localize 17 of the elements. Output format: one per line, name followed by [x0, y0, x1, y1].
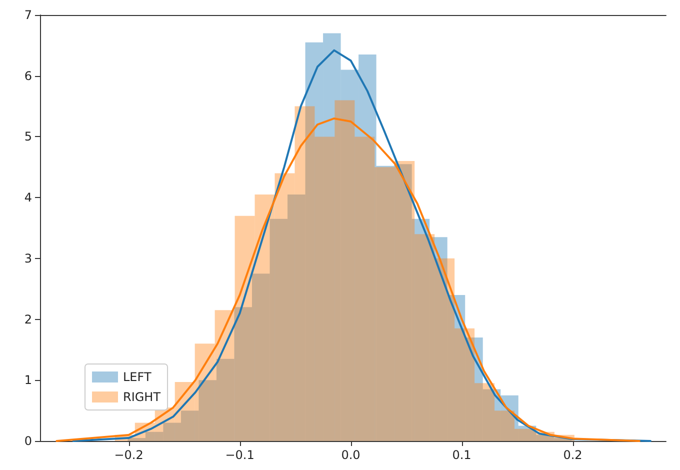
legend-label: RIGHT	[123, 390, 162, 404]
x-tick-label: −0.1	[225, 448, 254, 462]
y-tick-label: 5	[24, 130, 32, 144]
y-tick-label: 3	[24, 251, 32, 266]
y-tick-label: 0	[24, 434, 32, 448]
legend-label: LEFT	[123, 370, 152, 384]
x-tick-label: 0.1	[452, 448, 472, 462]
y-tick-label: 1	[24, 373, 32, 388]
y-tick-label: 6	[24, 68, 32, 83]
line-series	[56, 117, 640, 442]
x-tick-label: −0.2	[114, 448, 144, 462]
y-tick-label: 4	[24, 190, 32, 205]
x-tick-label: 0.0	[341, 448, 360, 462]
y-tick-label: 2	[24, 312, 32, 326]
line-series	[72, 49, 652, 442]
x-tick-label: 0.2	[563, 448, 582, 462]
y-tick-label: 7	[24, 8, 32, 22]
